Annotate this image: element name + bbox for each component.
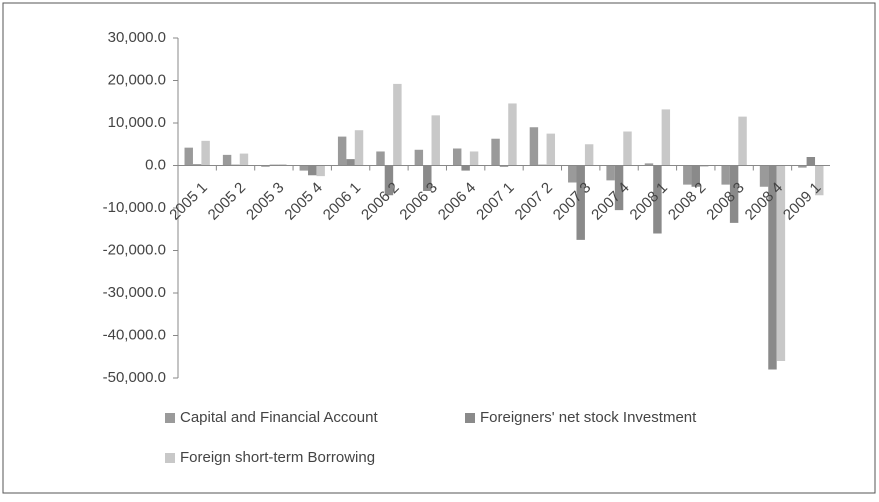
y-tick-label: -20,000.0 — [103, 241, 166, 258]
y-tick-label: -50,000.0 — [103, 369, 166, 386]
bar — [239, 153, 249, 166]
bar — [576, 165, 585, 240]
bar — [299, 165, 309, 171]
legend-swatch — [165, 413, 175, 423]
y-tick-label: 30,000.0 — [108, 29, 166, 46]
legend-label: Foreigners' net stock Investment — [480, 409, 697, 426]
bar — [354, 130, 364, 166]
y-tick-label: 10,000.0 — [108, 114, 166, 131]
bar — [661, 109, 671, 166]
y-tick-label: -10,000.0 — [103, 199, 166, 216]
bar — [376, 151, 385, 166]
bar — [729, 165, 739, 223]
bar — [738, 116, 747, 166]
bar — [691, 165, 700, 187]
bar — [491, 138, 500, 166]
bar — [184, 147, 193, 166]
frame — [2, 2, 876, 494]
bar — [776, 165, 786, 361]
bar — [508, 103, 517, 166]
bar — [623, 131, 632, 166]
bar — [644, 163, 654, 166]
bar — [461, 165, 470, 171]
bar — [614, 165, 624, 211]
legend-swatch — [465, 413, 475, 423]
bar — [568, 165, 577, 183]
bar — [499, 165, 509, 167]
bar — [201, 140, 210, 166]
y-tick-label: 0.0 — [145, 156, 166, 173]
bar — [653, 165, 662, 234]
bar — [431, 115, 440, 166]
bar — [384, 165, 394, 196]
bar — [699, 165, 709, 167]
y-tick-label: 20,000.0 — [108, 71, 166, 88]
bar — [768, 165, 777, 370]
legend-label: Foreign short-term Borrowing — [180, 449, 375, 466]
bar — [278, 164, 287, 166]
bar — [529, 127, 539, 166]
legend-label: Capital and Financial Account — [180, 409, 378, 426]
bar — [414, 149, 424, 166]
bar — [192, 164, 202, 166]
bar — [584, 144, 594, 166]
bar — [469, 151, 479, 166]
bar — [261, 165, 270, 167]
bar — [759, 165, 769, 187]
bar — [346, 159, 355, 166]
y-tick-label: -30,000.0 — [103, 284, 166, 301]
bar — [806, 157, 816, 166]
bar — [798, 165, 807, 168]
legend-swatch — [165, 453, 175, 463]
bar — [423, 165, 432, 191]
bar — [683, 165, 692, 185]
bar — [721, 165, 730, 185]
bar — [393, 83, 402, 166]
bar — [452, 148, 462, 166]
bar — [222, 154, 232, 166]
bar — [308, 165, 317, 176]
bar — [606, 165, 615, 181]
bar — [546, 133, 556, 166]
bar — [316, 165, 325, 177]
bar — [815, 165, 824, 196]
bar — [337, 136, 347, 166]
y-tick-label: -40,000.0 — [103, 326, 166, 343]
